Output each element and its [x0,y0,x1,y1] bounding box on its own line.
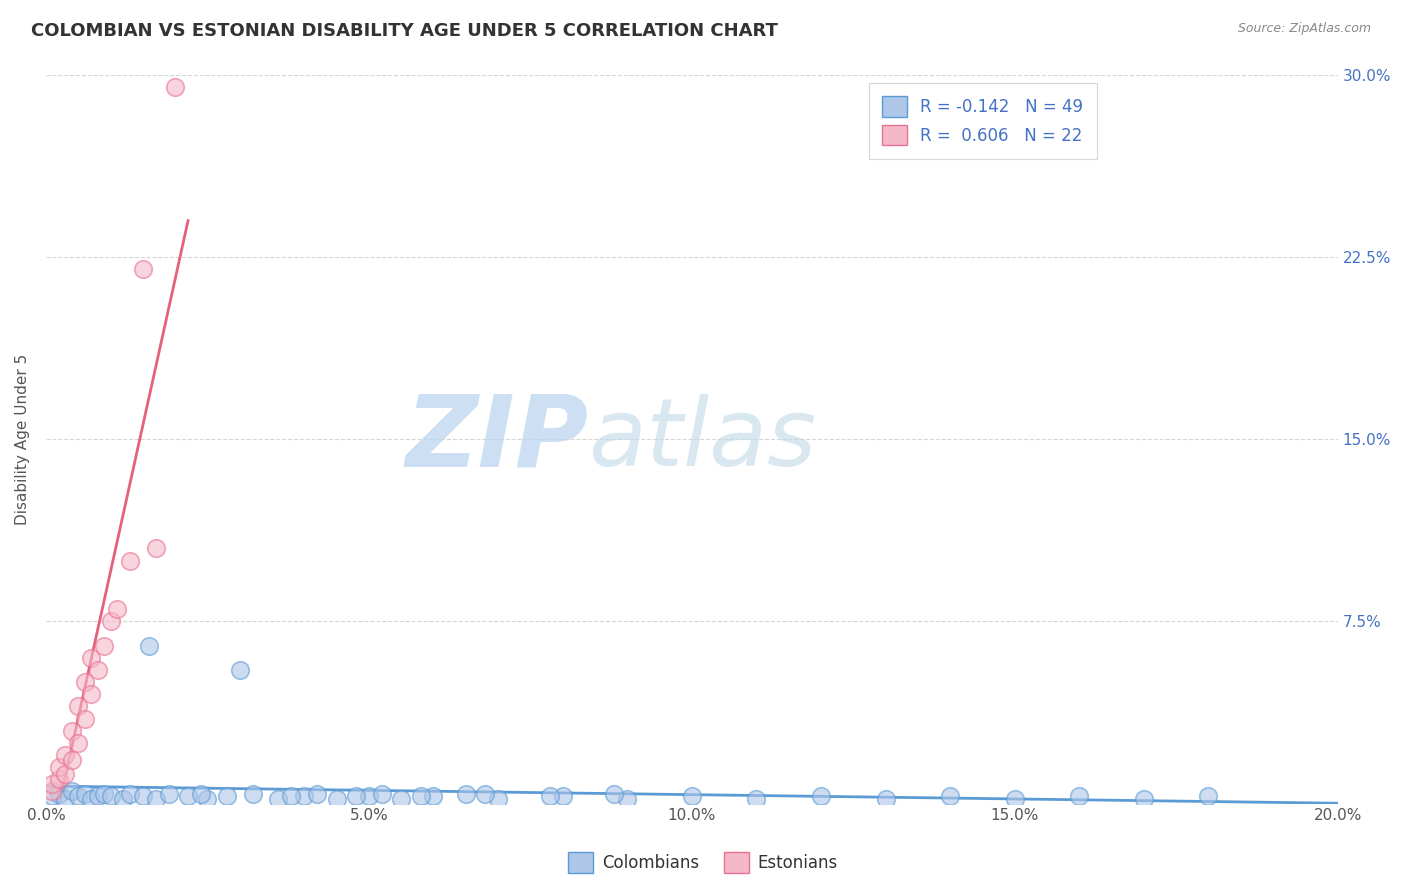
Point [86,663,108,677]
Point [60,723,83,738]
Point [454,787,477,801]
Point [41,777,63,791]
Point [118,553,141,567]
Point [344,789,367,804]
Point [810,789,832,804]
Legend: R = -0.142   N = 49, R =  0.606   N = 22: R = -0.142 N = 49, R = 0.606 N = 22 [869,83,1097,159]
Point [138,639,160,653]
Point [190,787,212,801]
Point [93,787,115,801]
Point [292,789,315,804]
Point [67,699,90,714]
Point [357,789,380,804]
Point [118,787,141,801]
Point [486,791,509,805]
Point [105,602,128,616]
Point [875,791,897,805]
Point [307,787,329,801]
Point [1069,789,1091,804]
Y-axis label: Disability Age Under 5: Disability Age Under 5 [15,353,30,524]
Point [1133,791,1156,805]
Point [132,789,155,804]
Point [280,789,302,804]
Point [93,639,115,653]
Point [242,787,264,801]
Point [145,791,167,805]
Text: atlas: atlas [589,393,817,484]
Point [132,262,155,277]
Point [73,712,96,726]
Point [389,791,412,805]
Point [112,791,135,805]
Point [48,760,70,774]
Point [53,747,76,762]
Point [474,787,496,801]
Point [73,787,96,801]
Point [165,79,187,94]
Point [197,791,219,805]
Point [371,787,394,801]
Point [41,789,63,804]
Point [60,753,83,767]
Point [1004,791,1026,805]
Point [60,784,83,798]
Point [53,767,76,781]
Point [409,789,432,804]
Point [157,787,180,801]
Legend: Colombians, Estonians: Colombians, Estonians [562,846,844,880]
Point [100,615,122,629]
Point [100,789,122,804]
Point [41,784,63,798]
Text: ZIP: ZIP [405,391,589,488]
Point [67,789,90,804]
Point [177,789,200,804]
Point [80,650,103,665]
Point [538,789,561,804]
Point [616,791,638,805]
Point [228,663,250,677]
Point [267,791,290,805]
Point [551,789,574,804]
Point [48,772,70,787]
Point [80,791,103,805]
Point [745,791,768,805]
Point [86,789,108,804]
Text: COLOMBIAN VS ESTONIAN DISABILITY AGE UNDER 5 CORRELATION CHART: COLOMBIAN VS ESTONIAN DISABILITY AGE UND… [31,22,778,40]
Point [1198,789,1220,804]
Point [73,675,96,690]
Text: Source: ZipAtlas.com: Source: ZipAtlas.com [1237,22,1371,36]
Point [145,541,167,556]
Point [422,789,444,804]
Point [215,789,238,804]
Point [681,789,703,804]
Point [325,791,347,805]
Point [939,789,962,804]
Point [603,787,626,801]
Point [53,791,76,805]
Point [80,687,103,701]
Point [48,787,70,801]
Point [67,736,90,750]
